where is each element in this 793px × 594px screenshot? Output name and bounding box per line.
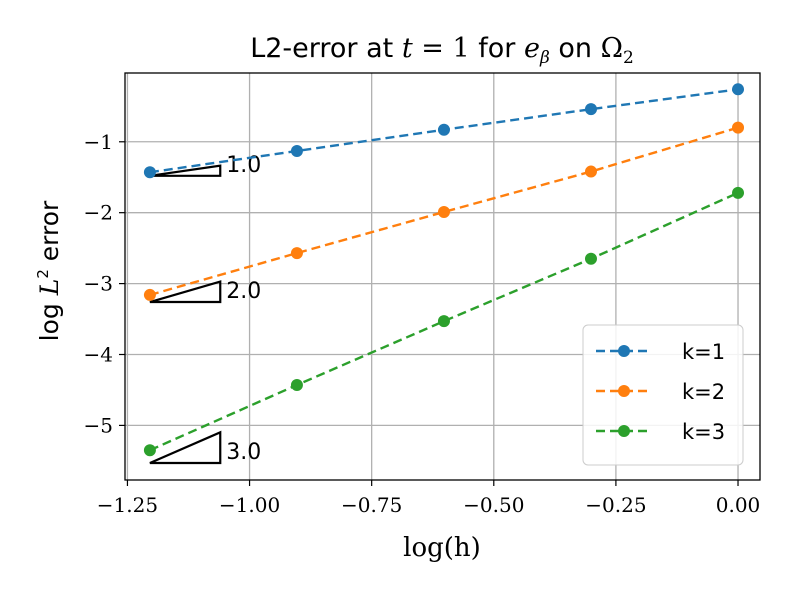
slope-triangle (149, 164, 222, 177)
y-axis-label: log L2 error (34, 200, 64, 341)
data-point (584, 165, 597, 178)
legend-label: k=2 (682, 380, 725, 404)
legend-marker (618, 385, 630, 397)
slope-triangles: 1.0 2.0 3.0 (149, 153, 261, 465)
x-tick-label: 0.00 (716, 493, 761, 517)
slope-triangle (149, 430, 222, 465)
legend-label: k=1 (682, 340, 725, 364)
slope-label: 2.0 (226, 279, 261, 304)
x-tick-label: −0.50 (463, 493, 524, 517)
x-tick-label: −1.00 (219, 493, 280, 517)
data-point (143, 166, 156, 179)
y-tick-label: −2 (84, 201, 113, 225)
x-ticks: −1.25 −1.00 −0.75 −0.50 −0.25 0.00 (97, 480, 760, 517)
slope-label: 1.0 (226, 153, 261, 178)
series-line (149, 191, 739, 452)
x-tick-label: −0.25 (585, 493, 646, 517)
series-layer (143, 83, 745, 457)
data-point (290, 247, 303, 260)
slope-triangle (149, 280, 222, 304)
y-tick-label: −3 (84, 272, 113, 296)
legend-marker (618, 425, 630, 437)
series-line (149, 126, 739, 297)
y-ticks: −1 −2 −3 −4 −5 (84, 130, 125, 437)
y-tick-label: −5 (84, 413, 113, 437)
data-point (732, 121, 745, 134)
plot-frame (124, 72, 761, 481)
data-point (584, 103, 597, 116)
legend-marker (618, 345, 630, 357)
data-point (143, 288, 156, 301)
data-point (290, 378, 303, 391)
data-point (437, 205, 450, 218)
data-point (584, 252, 597, 265)
legend-label: k=3 (682, 420, 725, 444)
data-point (732, 186, 745, 199)
data-point (732, 83, 745, 96)
x-axis-label: log(h) (403, 533, 481, 563)
chart-title: L2-error at t = 1 for eβ on Ω2 (250, 33, 634, 68)
data-point (143, 444, 156, 457)
legend: k=1 k=2 k=3 (582, 324, 744, 466)
x-tick-label: −1.25 (97, 493, 158, 517)
data-point (437, 123, 450, 136)
data-point (290, 144, 303, 157)
data-point (437, 315, 450, 328)
x-tick-label: −0.75 (341, 493, 402, 517)
y-tick-label: −4 (84, 342, 113, 366)
slope-label: 3.0 (226, 440, 261, 465)
y-tick-label: −1 (84, 130, 113, 154)
